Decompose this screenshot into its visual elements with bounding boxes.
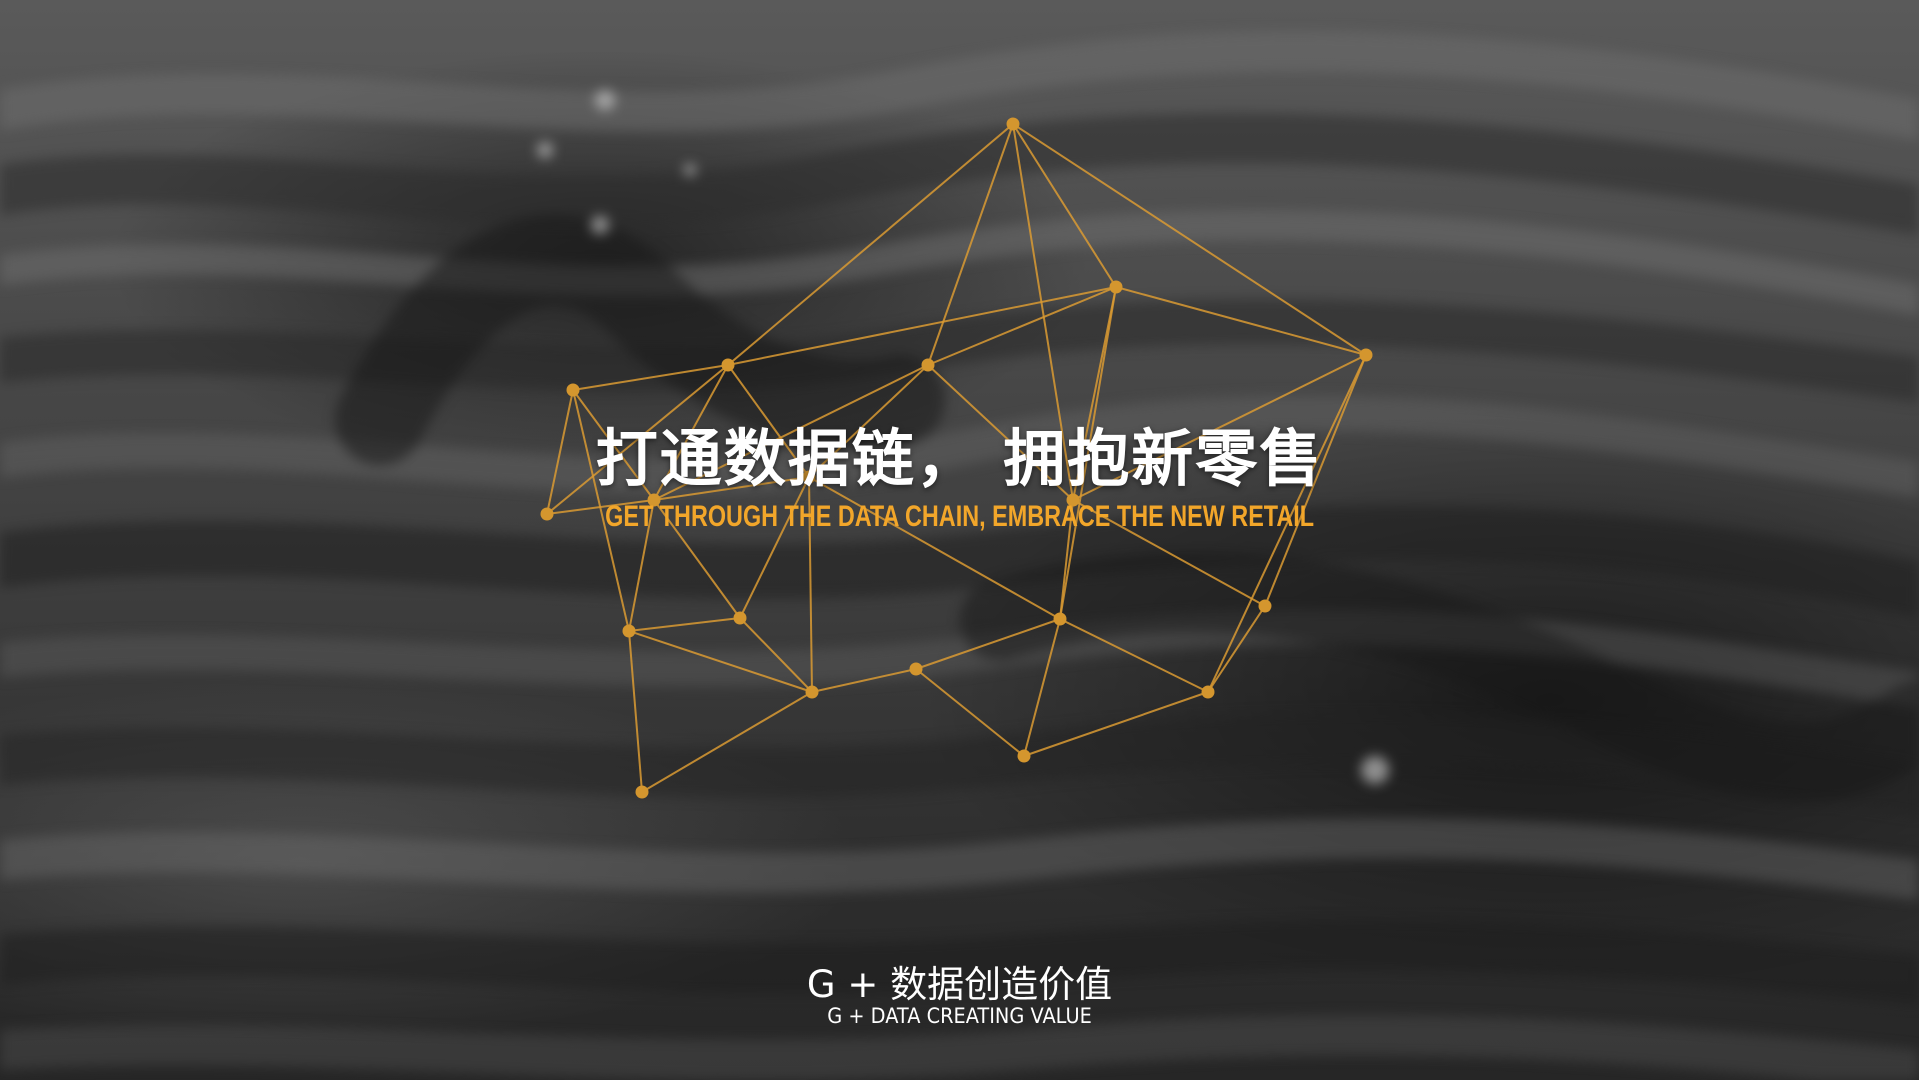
network-node xyxy=(805,685,819,699)
network-edge xyxy=(546,389,574,515)
network-edge xyxy=(653,364,729,501)
network-edge xyxy=(915,618,1061,670)
network-edge xyxy=(653,364,929,501)
network-node xyxy=(1359,348,1373,362)
network-node xyxy=(1066,493,1080,507)
network-lines xyxy=(546,123,1367,793)
brand-slogan-english: G + DATA CREATING VALUE xyxy=(827,1004,1092,1028)
network-node xyxy=(1201,685,1215,699)
brand-slogan-chinese: G + 数据创造价值 xyxy=(806,963,1113,1006)
network-edge xyxy=(739,617,813,693)
network-edge xyxy=(1207,354,1367,693)
network-edge xyxy=(1059,618,1209,693)
network-edge xyxy=(628,630,643,793)
network-edge xyxy=(927,286,1117,366)
network-edge xyxy=(653,476,810,501)
network-node xyxy=(921,358,935,372)
network-node xyxy=(1017,749,1031,763)
network-node xyxy=(540,507,554,521)
network-node xyxy=(566,383,580,397)
network-edge xyxy=(927,123,1014,366)
headline-chinese: 打通数据链， 拥抱新零售 xyxy=(595,422,1324,495)
network-node xyxy=(1258,599,1272,613)
network-node xyxy=(635,785,649,799)
network-edge xyxy=(727,123,1014,366)
network-nodes xyxy=(540,117,1373,799)
network-edge xyxy=(653,499,741,619)
network-edge xyxy=(1072,354,1367,501)
network-node xyxy=(1053,612,1067,626)
network-edge xyxy=(808,476,1061,620)
network-edge xyxy=(811,668,917,693)
network-node xyxy=(1109,280,1123,294)
network-edge xyxy=(1012,123,1367,356)
network-edge xyxy=(572,389,655,501)
network-node xyxy=(733,611,747,625)
network-edge xyxy=(1012,123,1117,288)
network-edge xyxy=(628,617,741,632)
network-edge xyxy=(641,691,813,793)
network-edge xyxy=(727,364,810,478)
network-edge xyxy=(572,364,729,391)
headline-english: GET THROUGH THE DATA CHAIN, EMBRACE THE … xyxy=(605,500,1315,533)
network-edge xyxy=(1072,286,1117,501)
network-node xyxy=(802,470,816,484)
network-edge xyxy=(546,364,729,515)
network-edge xyxy=(1207,605,1266,693)
network-edge xyxy=(727,286,1117,366)
network-edge xyxy=(808,476,813,693)
network-node xyxy=(721,358,735,372)
network-edge xyxy=(628,499,655,632)
network-node xyxy=(622,624,636,638)
network-edge xyxy=(546,499,655,515)
network-edge xyxy=(1012,123,1074,501)
network-node xyxy=(909,662,923,676)
network-edge xyxy=(1115,286,1367,356)
network-node xyxy=(647,493,661,507)
network-edge xyxy=(1059,286,1117,620)
network-node xyxy=(1006,117,1020,131)
network-edge xyxy=(572,389,630,632)
network-edge xyxy=(1023,691,1209,757)
network-edge xyxy=(1072,499,1266,607)
network-edge xyxy=(1023,618,1061,757)
network-edge xyxy=(739,476,810,619)
network-edge xyxy=(1059,499,1074,620)
network-edge xyxy=(1264,354,1367,607)
network-edge xyxy=(915,668,1025,757)
network-edge xyxy=(927,364,1074,501)
network-edge xyxy=(628,630,813,693)
network-edge xyxy=(808,364,929,478)
